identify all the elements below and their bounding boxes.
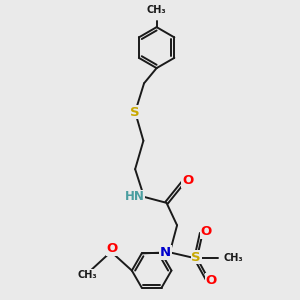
Text: O: O <box>106 242 118 255</box>
Text: CH₃: CH₃ <box>224 253 243 263</box>
Text: CH₃: CH₃ <box>77 269 97 280</box>
Text: O: O <box>200 225 212 238</box>
Text: CH₃: CH₃ <box>147 4 166 15</box>
Text: HN: HN <box>125 190 145 203</box>
Text: N: N <box>160 246 171 259</box>
Text: O: O <box>182 174 193 187</box>
Text: S: S <box>191 251 201 264</box>
Text: O: O <box>206 274 217 287</box>
Text: S: S <box>130 106 140 118</box>
